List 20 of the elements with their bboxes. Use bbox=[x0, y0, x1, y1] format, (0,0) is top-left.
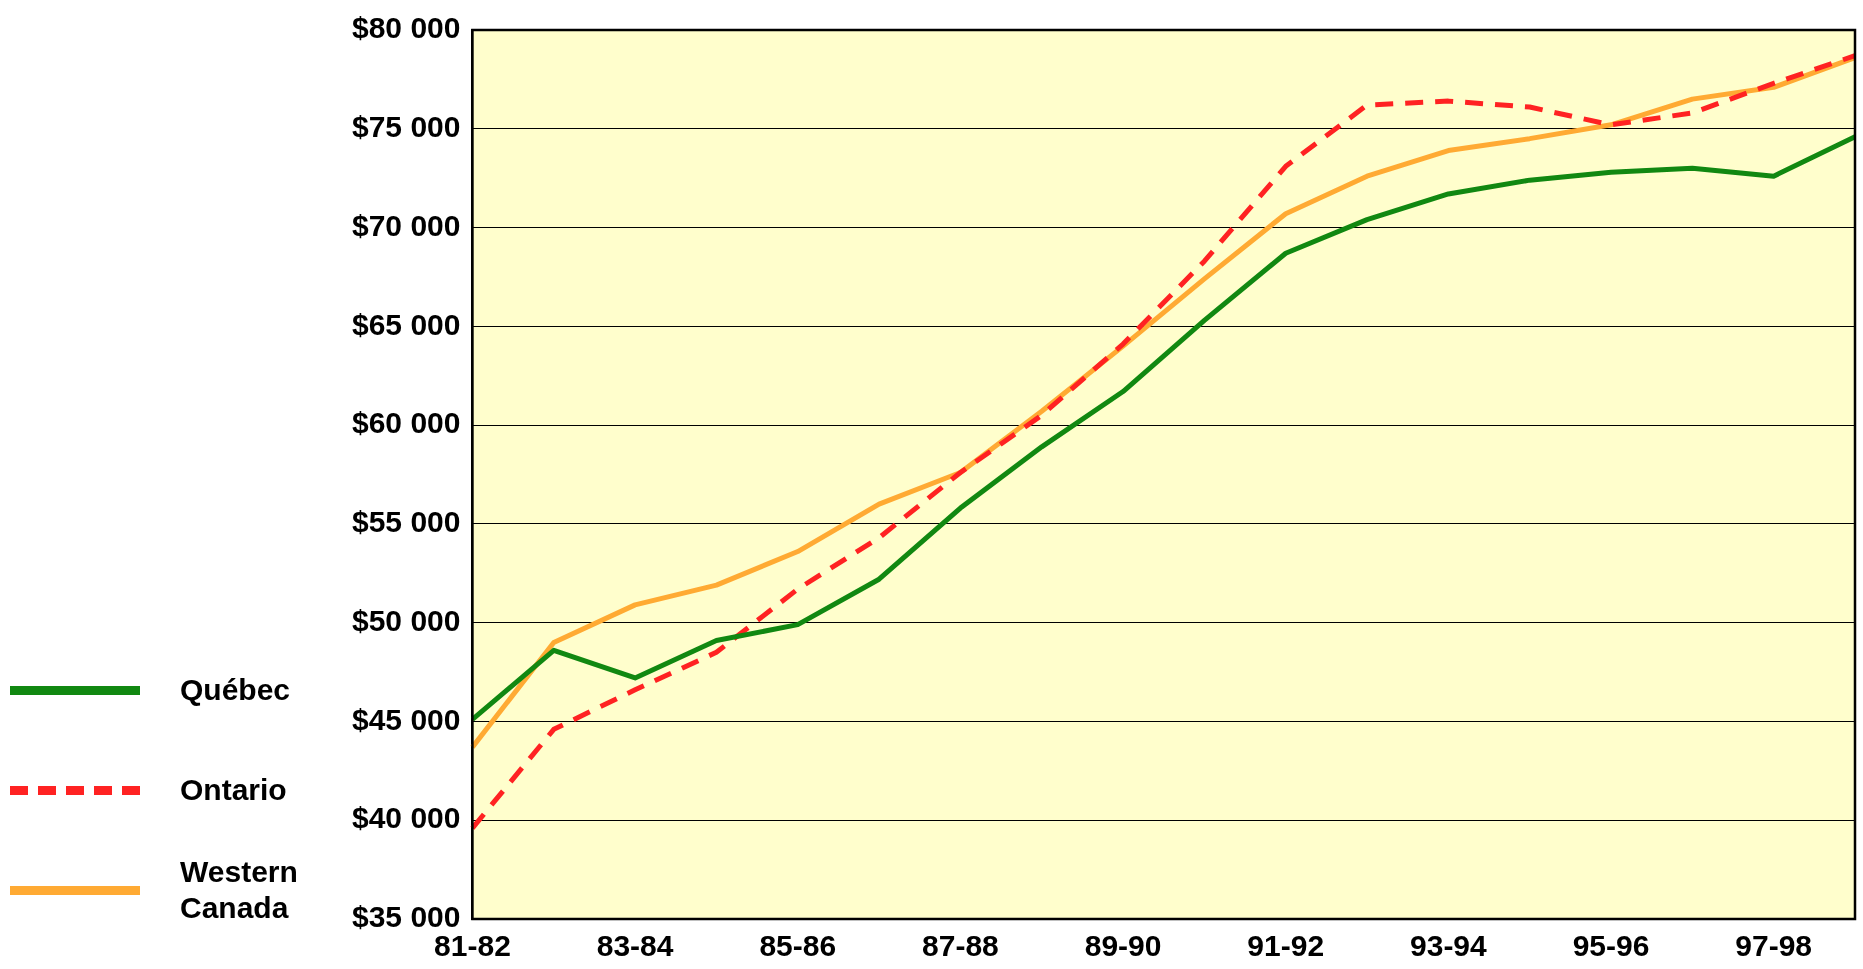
x-tick-label: 95-96 bbox=[1572, 929, 1650, 963]
y-tick-label: $60 000 bbox=[351, 406, 461, 440]
y-tick-label: $55 000 bbox=[351, 505, 461, 539]
legend-label: Western Canada bbox=[180, 854, 299, 926]
legend-label: Ontario bbox=[180, 772, 288, 808]
y-tick-label: $65 000 bbox=[351, 307, 461, 341]
y-tick-label: $70 000 bbox=[351, 208, 461, 242]
x-tick-label: 93-94 bbox=[1410, 929, 1488, 963]
x-tick-label: 97-98 bbox=[1735, 929, 1813, 963]
y-tick-label: $75 000 bbox=[351, 110, 461, 144]
x-tick-label: 85-86 bbox=[759, 929, 837, 963]
y-tick-label: $40 000 bbox=[351, 801, 461, 835]
x-tick-label: 83-84 bbox=[596, 929, 674, 963]
y-tick-label: $80 000 bbox=[351, 11, 461, 45]
x-tick-label: 89-90 bbox=[1084, 929, 1162, 963]
legend-label: Québec bbox=[180, 672, 292, 708]
y-tick-label: $45 000 bbox=[351, 702, 461, 736]
y-tick-label: $50 000 bbox=[351, 603, 461, 637]
x-tick-label: 91-92 bbox=[1247, 929, 1325, 963]
x-tick-label: 87-88 bbox=[922, 929, 999, 963]
